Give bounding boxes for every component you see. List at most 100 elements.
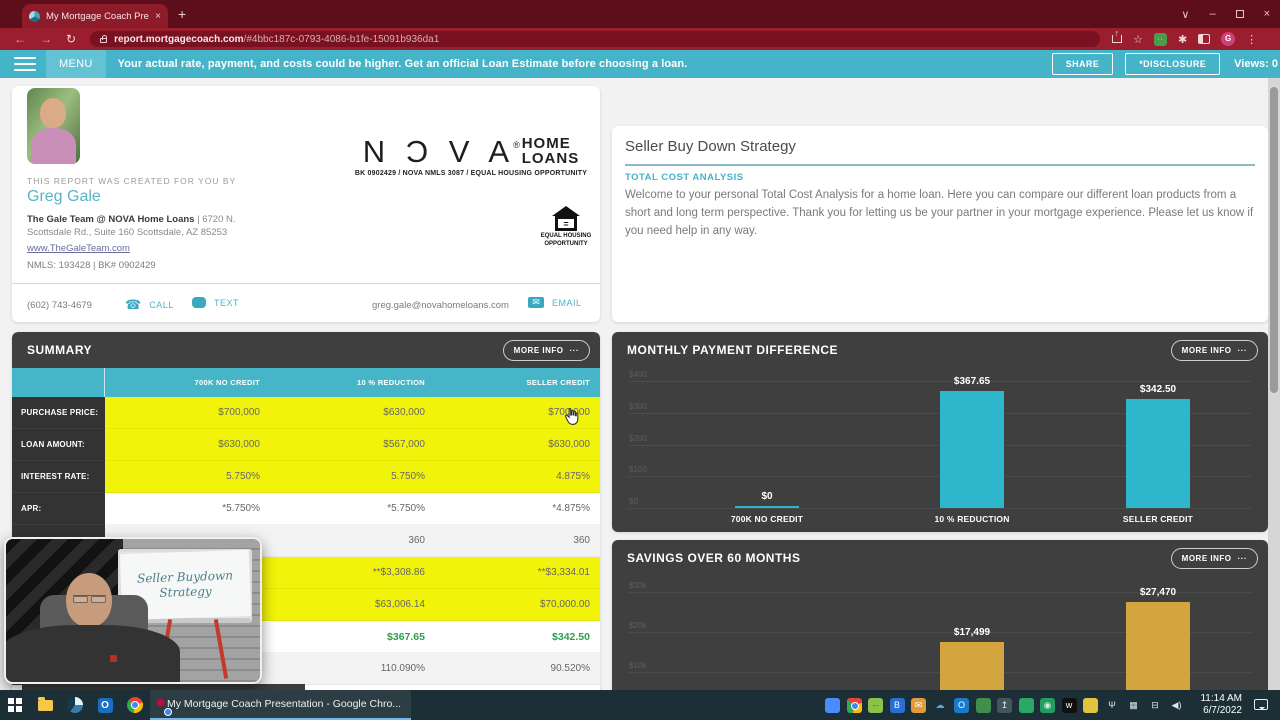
window-minimize-button[interactable]: – (1209, 8, 1216, 20)
folder-tray-icon[interactable] (975, 697, 991, 713)
row-value[interactable]: 4.875% (556, 471, 590, 482)
disclosure-button[interactable]: *DISCLOSURE (1125, 53, 1221, 75)
savings-more-info-button[interactable]: MORE INFO ··· (1170, 548, 1258, 569)
browser-tab[interactable]: My Mortgage Coach Presentation × (22, 4, 168, 28)
summary-row: APR: *5.750% *5.750% *4.875% (12, 493, 600, 525)
lock-icon (100, 35, 108, 43)
monthly-payment-difference-panel: MONTHLY PAYMENT DIFFERENCE MORE INFO ··· … (612, 332, 1268, 532)
row-value[interactable]: 360 (408, 535, 425, 546)
reload-icon[interactable]: ↻ (66, 32, 77, 46)
column-seller-credit: SELLER CREDIT (526, 378, 590, 387)
forward-icon[interactable]: → (40, 32, 52, 46)
row-value[interactable]: $700,000 (218, 407, 260, 418)
tab-close-icon[interactable]: × (155, 10, 161, 22)
extension-green-icon[interactable]: ·· (1153, 32, 1167, 46)
window-close-button[interactable]: × (1263, 8, 1270, 20)
bar-700k-no-credit[interactable] (735, 506, 799, 508)
monthly-more-info-button[interactable]: MORE INFO ··· (1170, 340, 1258, 361)
strategy-card: Seller Buy Down Strategy TOTAL COST ANAL… (612, 126, 1268, 322)
back-icon[interactable]: ← (14, 32, 26, 46)
w-app-icon[interactable]: w (1061, 697, 1077, 713)
y-tick-label: $30k (629, 581, 647, 590)
rate-disclaimer-text: Your actual rate, payment, and costs cou… (117, 58, 688, 70)
onedrive-icon[interactable]: ☁ (935, 699, 945, 710)
page-scrollbar[interactable] (1268, 78, 1280, 690)
contact-row: (602) 743-4679 ☎ CALL TEXT greg.gale@nov… (12, 291, 600, 321)
volume-icon[interactable]: ◀) (1171, 699, 1182, 710)
green-app-icon[interactable]: ·· (868, 697, 883, 713)
bluetooth-icon[interactable]: B (889, 697, 905, 713)
row-value[interactable]: **$3,334.01 (537, 567, 590, 578)
advisor-photo (27, 88, 80, 164)
column-10-reduction: 10 % REDUCTION (357, 378, 425, 387)
share-button[interactable]: SHARE (1051, 53, 1114, 75)
share-page-icon[interactable] (1112, 28, 1123, 43)
row-value[interactable]: $63,006.14 (374, 599, 425, 610)
chrome-icon[interactable] (120, 690, 150, 720)
webcam-person-body (6, 625, 180, 682)
mic-icon[interactable]: Ψ (1108, 700, 1116, 710)
row-value[interactable]: 5.750% (226, 471, 260, 482)
row-value[interactable]: $630,000 (383, 407, 425, 418)
row-value[interactable]: 90.520% (550, 663, 590, 674)
extension-pin-icon[interactable]: ✱ (1177, 33, 1188, 46)
advisor-website-link[interactable]: www.TheGaleTeam.com (27, 243, 130, 254)
row-value[interactable]: *5.750% (387, 503, 425, 514)
chat-bubble-icon (192, 297, 206, 308)
row-value[interactable]: $630,000 (218, 439, 260, 450)
network-icon[interactable]: ⊟ (1151, 699, 1159, 710)
row-value[interactable]: $567,000 (383, 439, 425, 450)
summary-more-info-button[interactable]: MORE INFO ··· (502, 340, 590, 361)
row-value[interactable]: *5.750% (222, 503, 260, 514)
row-value[interactable]: $70,000.00 (539, 599, 590, 610)
row-value[interactable]: $367.65 (387, 631, 425, 643)
start-button[interactable] (0, 690, 30, 720)
window-chevron-icon[interactable]: ∨ (1181, 8, 1190, 21)
window-maximize-button[interactable] (1235, 10, 1244, 18)
bar-10-reduction[interactable] (940, 391, 1004, 508)
text-button[interactable]: TEXT (192, 297, 239, 308)
screen-share-icon[interactable]: ↥ (997, 697, 1012, 713)
bar-seller-credit[interactable] (1126, 399, 1190, 508)
system-tray: ·· B ✉ ☁ O ↥ ◉ w Ψ ▦ ⊟ ◀) (825, 690, 1184, 720)
browser-titlebar: My Mortgage Coach Presentation × + ∨ – × (0, 0, 1280, 28)
outlook-icon[interactable]: O (90, 690, 120, 720)
taskbar-clock[interactable]: 11:14 AM 6/7/2022 (1200, 690, 1242, 720)
address-bar[interactable]: report.mortgagecoach.com/#4bbc187c-0793-… (90, 31, 1101, 47)
menu-button[interactable]: MENU (46, 50, 106, 78)
row-value[interactable]: *4.875% (552, 503, 590, 514)
bar-seller-credit[interactable] (1126, 602, 1190, 702)
row-value[interactable]: 360 (573, 535, 590, 546)
chrome-tray-icon[interactable] (846, 697, 862, 713)
created-by-label: THIS REPORT WAS CREATED FOR YOU BY (27, 176, 237, 186)
outlook-tray-icon[interactable]: O (954, 697, 969, 713)
browser-circle-icon[interactable] (60, 690, 90, 720)
row-value[interactable]: 110.090% (380, 663, 425, 674)
scrollbar-thumb[interactable] (1270, 87, 1278, 393)
camera-icon[interactable]: ▦ (1129, 699, 1138, 710)
active-task-button[interactable]: My Mortgage Coach Presentation - Google … (150, 690, 412, 720)
teams-icon[interactable] (1018, 697, 1034, 713)
row-value[interactable]: $630,000 (548, 439, 590, 450)
yellow-app-icon[interactable] (1083, 697, 1098, 713)
task-title: My Mortgage Coach Presentation - Google … (167, 698, 402, 710)
profile-avatar[interactable]: G (1221, 32, 1236, 46)
call-button[interactable]: ☎ CALL (125, 297, 174, 312)
mail-icon[interactable]: ✉ (911, 697, 926, 713)
hamburger-menu-icon[interactable] (14, 56, 36, 72)
file-explorer-icon[interactable] (30, 690, 60, 720)
new-tab-button[interactable]: + (178, 6, 187, 22)
row-value[interactable]: **$3,308.86 (372, 567, 425, 578)
sidebar-icon[interactable] (1198, 34, 1211, 44)
row-value[interactable]: 5.750% (391, 471, 425, 482)
row-label: PURCHASE PRICE: (12, 397, 105, 429)
hand-cursor (564, 408, 579, 425)
email-button[interactable]: ✉ EMAIL (528, 297, 582, 308)
notification-center-icon[interactable] (1254, 699, 1268, 710)
bookmark-star-icon[interactable]: ☆ (1133, 33, 1143, 46)
row-value[interactable]: $342.50 (552, 631, 590, 643)
green-eye-icon[interactable]: ◉ (1040, 697, 1055, 713)
browser-menu-icon[interactable]: ⋮ (1246, 33, 1258, 46)
category-label: SELLER CREDIT (1122, 514, 1194, 524)
zoom-icon[interactable] (825, 697, 840, 713)
